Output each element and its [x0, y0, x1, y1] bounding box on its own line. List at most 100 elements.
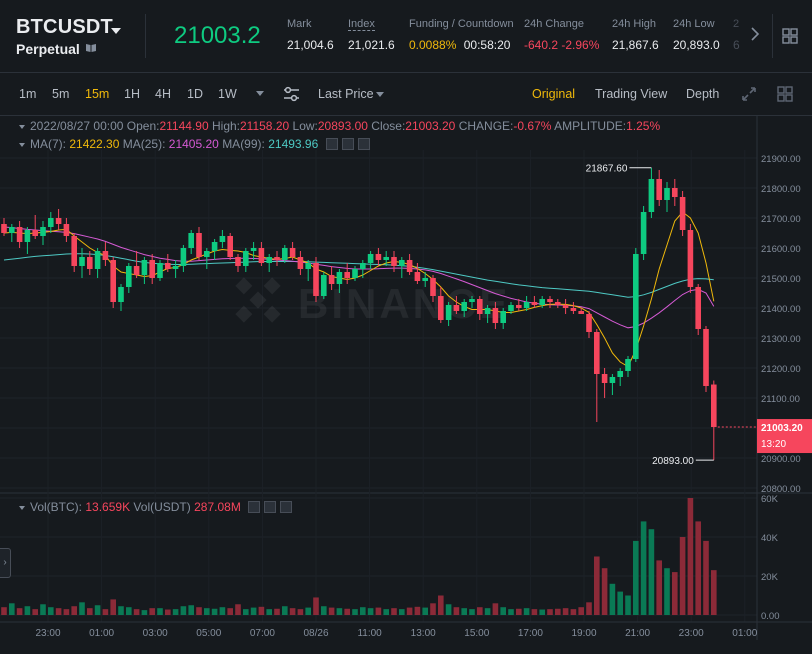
index-label[interactable]: Index [348, 18, 375, 31]
candle-countdown-label: 13:20 [761, 439, 786, 450]
chevron-right-icon[interactable] [750, 27, 760, 41]
ma-settings-icon[interactable] [341, 138, 354, 150]
volume-bar [664, 568, 670, 615]
volume-bar [94, 605, 101, 615]
legend-close-label: Close: [371, 119, 406, 133]
candle-body [63, 224, 70, 236]
candle-body [594, 332, 600, 374]
contract-type: Perpetual [16, 41, 80, 57]
candle-body [48, 218, 54, 227]
candle-body [469, 299, 475, 302]
high-label: 24h High [612, 18, 657, 30]
price-type-select[interactable]: Last Price [318, 87, 374, 101]
legend-amplitude-label: AMPLITUDE: [554, 119, 627, 133]
interval-1d[interactable]: 1D [187, 87, 203, 101]
funding-countdown: 00:58:20 [463, 38, 511, 52]
volume-bar [500, 607, 506, 615]
candle-body [508, 305, 514, 311]
grid-layout-icon[interactable] [782, 28, 798, 44]
volume-bar [196, 607, 202, 615]
settings-sliders-icon[interactable] [283, 86, 300, 102]
volume-bar [157, 608, 163, 615]
volume-tick-label: 20K [761, 572, 779, 583]
volume-bar [227, 608, 233, 615]
vol-legend-collapse-icon[interactable] [19, 506, 25, 510]
interval-5m[interactable]: 5m [52, 87, 70, 101]
interval-1m[interactable]: 1m [19, 87, 37, 101]
vol-btc-value: 13.659K [85, 500, 131, 514]
candle-body [24, 230, 31, 242]
volume-tick-label: 60K [761, 494, 779, 505]
volume-bar [87, 608, 93, 615]
candle-body [516, 305, 522, 308]
volume-bar [679, 537, 686, 615]
legend-high-label: High: [211, 119, 240, 133]
volume-bar [414, 606, 421, 615]
more-intervals-caret-icon[interactable] [256, 91, 264, 96]
candle-body [94, 251, 101, 269]
vol-settings-icon[interactable] [264, 501, 277, 513]
candle-body [243, 251, 249, 266]
book-icon[interactable] [86, 43, 96, 52]
candle-body [360, 263, 366, 269]
interval-15m[interactable]: 15m [85, 87, 110, 101]
volume-bar [430, 603, 436, 615]
symbol-dropdown-caret-icon[interactable] [111, 28, 121, 34]
vol-hide-icon[interactable] [248, 501, 261, 513]
candle-body [79, 257, 85, 266]
candle-body [32, 230, 38, 236]
volume-bar [180, 606, 187, 615]
volume-bar [55, 608, 62, 615]
price-tick-label: 21600.00 [761, 244, 801, 255]
candle-body [601, 374, 608, 383]
legend-change-label: CHANGE: [458, 119, 514, 133]
price-tick-label: 21900.00 [761, 154, 801, 165]
price-tick-label: 21400.00 [761, 304, 801, 315]
binance-watermark: BINANCE [235, 277, 507, 327]
interval-1w[interactable]: 1W [218, 87, 237, 101]
ma25-line [3, 226, 715, 329]
legend-open-label: Open: [126, 119, 160, 133]
volume-bar [594, 556, 600, 615]
candle-body [40, 227, 46, 236]
volume-bar [344, 608, 350, 615]
view-tab-depth[interactable]: Depth [686, 87, 720, 101]
time-tick-label: 05:00 [196, 628, 221, 639]
candle-body [375, 254, 382, 260]
symbol-name[interactable]: BTCUSDT [16, 16, 113, 38]
ma-hide-icon[interactable] [325, 138, 338, 150]
view-tab-trading-view[interactable]: Trading View [595, 87, 668, 101]
interval-1h[interactable]: 1H [124, 87, 140, 101]
time-tick-label: 03:00 [143, 628, 168, 639]
fullscreen-icon[interactable] [741, 86, 757, 102]
candle-body [110, 260, 116, 302]
vol-close-icon[interactable] [280, 501, 293, 513]
change-value: -640.2 -2.96% [524, 38, 600, 52]
candlestick-chart[interactable]: BINANCE 21900.00 21800.00 21700.00 21600.00… [0, 116, 812, 654]
ma-legend: MA(7): 21422.30 MA(25): 21405.20 MA(99):… [30, 137, 370, 151]
price-tick-label: 21200.00 [761, 364, 801, 375]
candle-body [328, 275, 335, 284]
candle-body [695, 287, 701, 329]
volume-bar [695, 521, 701, 615]
candle-body [321, 275, 327, 296]
candle-body [118, 287, 124, 302]
volume-bar [508, 609, 514, 615]
candle-body [461, 302, 467, 311]
price-tick-label: 21500.00 [761, 274, 801, 285]
price-type-caret-icon[interactable] [376, 92, 384, 97]
funding-rate-value: 0.0088% [409, 38, 457, 52]
volume-bar [321, 606, 327, 615]
interval-4h[interactable]: 4H [155, 87, 171, 101]
volume-bar [336, 608, 343, 615]
legend-collapse-icon[interactable] [19, 125, 25, 129]
layout-grid-icon[interactable] [777, 86, 793, 102]
volume-bar [266, 609, 272, 615]
ma-close-icon[interactable] [357, 138, 370, 150]
volume-bar [648, 529, 655, 615]
ma-legend-collapse-icon[interactable] [19, 143, 25, 147]
volume-bar [141, 610, 148, 615]
view-tab-original[interactable]: Original [532, 87, 576, 101]
candle-body [282, 248, 288, 260]
chart-nav-expand-button[interactable]: › [0, 548, 11, 578]
